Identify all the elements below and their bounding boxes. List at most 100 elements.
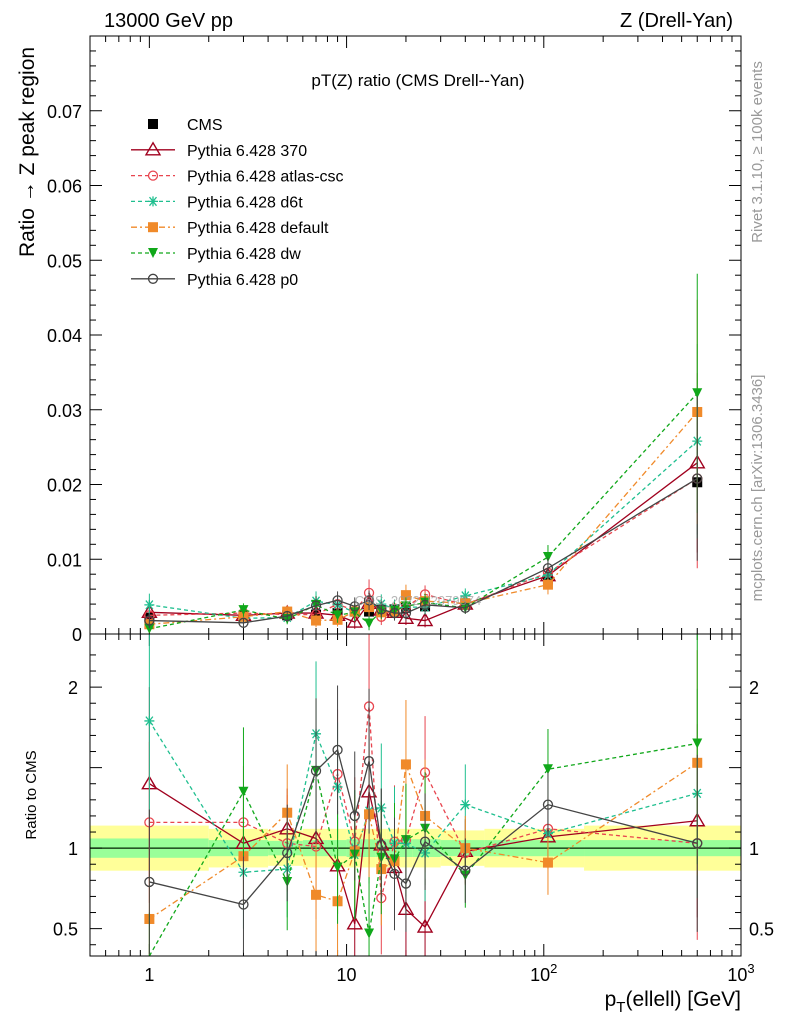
data-point	[311, 615, 322, 626]
data-point	[144, 615, 155, 626]
ratio-data-point	[144, 876, 155, 888]
ratio-y-tick-label-right: 1	[749, 839, 759, 859]
legend-marker	[148, 222, 158, 233]
main-y-tick-label: 0.02	[47, 476, 82, 496]
ratio-data-point	[389, 868, 400, 880]
legend-label: Pythia 6.428 default	[187, 220, 329, 237]
ratio-data-point	[692, 738, 703, 749]
side-label-mcplots: mcplots.cern.ch [arXiv:1306.3436]	[749, 375, 766, 602]
legend-label: Pythia 6.428 370	[187, 143, 307, 160]
ratio-data-point	[542, 799, 554, 810]
data-point	[389, 607, 400, 619]
main-y-tick-label: 0.04	[47, 326, 82, 346]
data-point	[400, 590, 411, 601]
legend-marker	[144, 141, 162, 156]
legend-entry: Pythia 6.428 p0	[131, 272, 298, 289]
data-point	[349, 601, 360, 612]
ratio-data-point	[363, 756, 375, 767]
data-point	[692, 473, 703, 484]
legend-entry: Pythia 6.428 370	[131, 141, 307, 160]
main-y-tick-label: 0.06	[47, 177, 82, 197]
data-point	[542, 552, 553, 563]
data-point	[282, 610, 293, 622]
series-pythia-6-428-default	[144, 299, 703, 631]
data-point	[346, 613, 363, 628]
main-y-axis-label: Ratio → Z peak region	[16, 47, 39, 257]
ratio-data-point	[332, 862, 343, 873]
legend-entry: Pythia 6.428 dw	[131, 246, 301, 263]
x-tick-label: 1	[144, 965, 154, 985]
ratio-y-tick-label-right: 0.5	[749, 920, 774, 940]
x-tick-label: 103	[727, 961, 754, 985]
main-y-tick-label: 0.03	[47, 401, 82, 421]
data-point	[363, 595, 375, 606]
series-pythia-6-428-dw	[144, 273, 703, 634]
data-point	[238, 605, 249, 616]
ratio-data-point	[692, 838, 703, 849]
data-point	[460, 602, 471, 613]
ratio-data-point	[416, 918, 434, 933]
data-point	[692, 388, 703, 399]
legend-label: Pythia 6.428 atlas-csc	[187, 169, 344, 186]
ratio-data-point	[400, 878, 412, 889]
data-point	[144, 599, 155, 610]
ratio-y-tick-label: 2	[68, 678, 78, 698]
ratio-data-point	[310, 765, 322, 776]
legend-entry: Pythia 6.428 atlas-csc	[131, 169, 344, 186]
ratio-series-pythia-6-428-atlas-csc	[144, 634, 703, 955]
data-point	[364, 618, 375, 629]
main-y-tick-label: 0.01	[47, 550, 82, 570]
ratio-data-point	[364, 928, 375, 939]
legend-label: Pythia 6.428 d6t	[187, 194, 303, 211]
side-label-rivet: Rivet 3.1.10, ≥ 100k events	[749, 61, 766, 243]
x-axis-label-rest: (ellell) [GeV]	[625, 988, 741, 1011]
legend-marker	[148, 119, 158, 129]
main-y-tick-label: 0.05	[47, 251, 82, 271]
data-point	[460, 590, 471, 601]
ratio-data-point	[419, 836, 431, 847]
ratio-data-point	[376, 839, 387, 851]
legend: CMS Pythia 6.428 370 Pythia 6.428 atlas-cs…	[131, 117, 344, 289]
legend-entry: CMS	[148, 117, 223, 134]
header-right: Z (Drell-Yan)	[620, 10, 733, 32]
header-left: 13000 GeV pp	[104, 10, 233, 32]
series-pythia-6-428-d6t	[144, 343, 703, 625]
ratio-plot-frame	[89, 633, 742, 957]
data-point	[144, 623, 155, 634]
ratio-data-point	[282, 847, 293, 859]
x-tick-label-base: 10	[530, 965, 550, 985]
ratio-y-tick-label: 1	[68, 839, 78, 859]
ratio-data-point	[144, 715, 155, 726]
x-tick-label-exp: 2	[550, 961, 557, 976]
main-plot-title: pT(Z) ratio (CMS Drell--Yan)	[311, 71, 524, 90]
data-point	[238, 617, 249, 628]
data-point	[542, 579, 553, 590]
ratio-data-point	[460, 799, 471, 810]
data-point	[419, 599, 431, 610]
data-point	[332, 595, 343, 606]
series-pythia-6-428-atlas-csc	[144, 388, 703, 626]
ratio-data-point	[400, 759, 411, 770]
legend-entry: Pythia 6.428 default	[131, 220, 329, 237]
legend-marker	[147, 273, 159, 284]
ratio-data-point	[346, 915, 363, 930]
x-axis-label-p: p	[605, 988, 617, 1011]
data-point	[400, 607, 412, 619]
x-tick-label: 102	[530, 961, 557, 985]
legend-marker	[148, 196, 158, 207]
legend-entry: Pythia 6.428 d6t	[131, 194, 303, 211]
legend-marker	[147, 170, 159, 181]
data-point	[416, 612, 434, 627]
ratio-series-pythia-6-428-p0	[144, 685, 703, 955]
ratio-data-point	[460, 865, 471, 876]
legend-marker	[148, 248, 158, 258]
watermark: CMS_2022_I2079374	[355, 593, 482, 608]
ratio-series-pythia-6-428-dw	[148, 634, 703, 957]
ratio-data-point	[311, 889, 322, 900]
ratio-data-point	[542, 764, 553, 775]
ratio-y-axis-label: Ratio to CMS	[23, 750, 40, 839]
data-point	[397, 609, 415, 625]
ratio-series-line	[148, 742, 698, 957]
